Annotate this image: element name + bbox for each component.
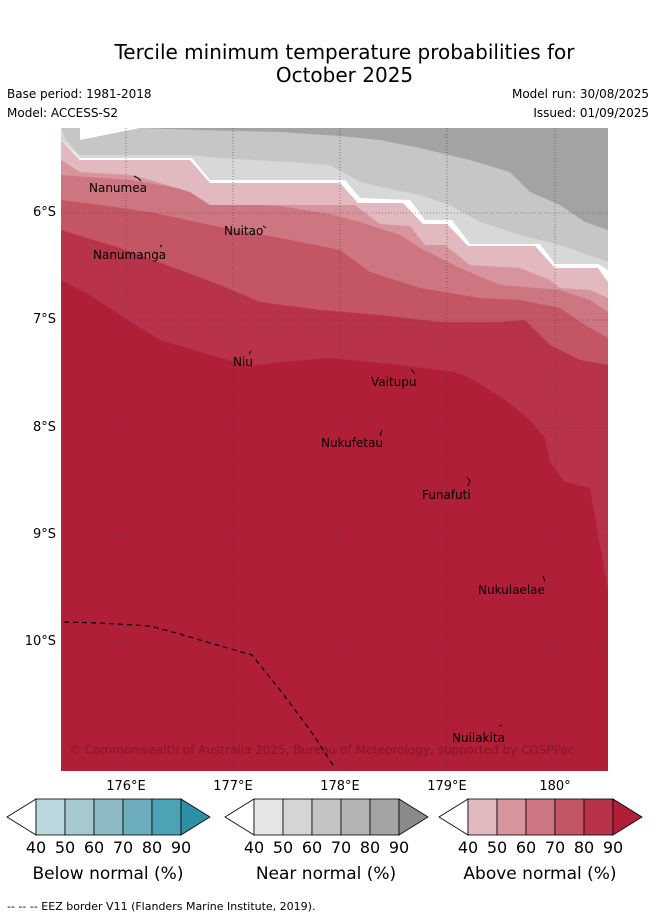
place-labels: Nanumea Nuitao Nanumanga Niu Vaitupu Nuk… [89,181,545,745]
colorbar-swatch [282,798,313,836]
region-white-corner [80,128,140,140]
colorbar-tick: 80 [359,838,381,857]
colorbar-extend-high [398,798,429,836]
island-nukufetau [379,429,383,437]
lat-label: 9°S [32,527,56,542]
eez-legend-note: -- -- -- EEZ border V11 (Flanders Marine… [7,900,316,913]
label-nukulaelae: Nukulaelae [478,583,545,597]
lon-label: 179°E [427,779,467,794]
colorbar-tick: 90 [602,838,624,857]
region-near-50 [61,128,608,262]
colorbar-below [6,798,211,836]
title-line-2: October 2025 [275,63,414,87]
colorbar-extend-low [438,798,469,836]
label-vaitupu: Vaitupu [371,375,417,389]
colorbar-above-label: Above normal (%) [463,864,617,884]
lon-label: 177°E [213,779,253,794]
colorbar-tick: 80 [141,838,163,857]
island-nuilakita [498,724,503,727]
colorbar-swatch [311,798,342,836]
colorbar-tick: 50 [54,838,76,857]
lon-label: 176°E [106,779,146,794]
colorbar-swatch [35,798,66,836]
colorbar-swatch [554,798,585,836]
issued-date: Issued: 01/09/2025 [533,106,649,120]
colorbar-tick: 60 [83,838,105,857]
island-nanumea [133,175,142,182]
island-nukulaelae [542,575,546,582]
colorbar-swatch [151,798,182,836]
colorbar-extend-high [180,798,211,836]
lat-label: 8°S [32,420,56,435]
islands [133,175,546,727]
label-nuilakita: Nuilakita [452,731,505,745]
colorbar-swatch [496,798,527,836]
colorbar-swatch [253,798,284,836]
colorbar-extend-low [224,798,255,836]
eez-border [63,621,336,769]
colorbar-swatch [369,798,400,836]
colorbar-tick: 70 [330,838,352,857]
island-nanumanga [159,244,163,248]
region-near-60 [140,128,608,230]
label-nuitao: Nuitao [224,224,263,238]
colorbar-swatch [122,798,153,836]
colorbar-near [224,798,429,836]
graticule [61,128,608,771]
colorbar-swatch [525,798,556,836]
colorbar-tick: 70 [112,838,134,857]
model-name: Model: ACCESS-S2 [7,106,119,120]
colorbar-below-label: Below normal (%) [32,864,184,884]
map-title: Tercile minimum temperature probabilitie… [0,41,655,87]
label-nanumea: Nanumea [89,181,147,195]
colorbar-swatch [64,798,95,836]
colorbar-tick: 90 [388,838,410,857]
island-niu [248,350,252,355]
lon-label: 180° [539,779,571,794]
colorbar-swatch [583,798,614,836]
colorbar-tick: 80 [573,838,595,857]
label-nanumanga: Nanumanga [93,248,166,262]
colorbar-extend-high [612,798,643,836]
lat-label: 7°S [32,312,56,327]
base-period: Base period: 1981-2018 [7,87,152,101]
model-run: Model run: 30/08/2025 [511,87,649,101]
label-funafuti: Funafuti [422,488,471,502]
lat-label: 10°S [24,634,56,649]
title-line-1: Tercile minimum temperature probabilitie… [114,40,575,64]
colorbar-swatch [93,798,124,836]
island-nuitao [262,225,267,229]
colorbar-tick: 40 [457,838,479,857]
colorbar-near-label: Near normal (%) [255,864,397,884]
colorbar-tick: 60 [515,838,537,857]
lat-label: 6°S [32,205,56,220]
colorbar-tick: 50 [486,838,508,857]
colorbar-tick: 90 [170,838,192,857]
colorbar-above [438,798,643,836]
lon-label: 178°E [320,779,360,794]
colorbar-tick: 70 [544,838,566,857]
colorbar-swatch [340,798,371,836]
copyright-notice: © Commonwealth of Australia 2025, Bureau… [69,743,574,757]
probability-regions: Nanumea Nuitao Nanumanga Niu Vaitupu Nuk… [61,128,608,771]
label-niu: Niu [233,355,253,369]
colorbar-tick: 40 [25,838,47,857]
island-vaitupu [410,368,416,375]
colorbar-tick: 60 [301,838,323,857]
colorbar-swatch [467,798,498,836]
colorbar-tick: 50 [272,838,294,857]
colorbar-tick: 40 [243,838,265,857]
label-nukufetau: Nukufetau [321,436,383,450]
island-funafuti [466,476,471,487]
colorbar-extend-low [6,798,37,836]
